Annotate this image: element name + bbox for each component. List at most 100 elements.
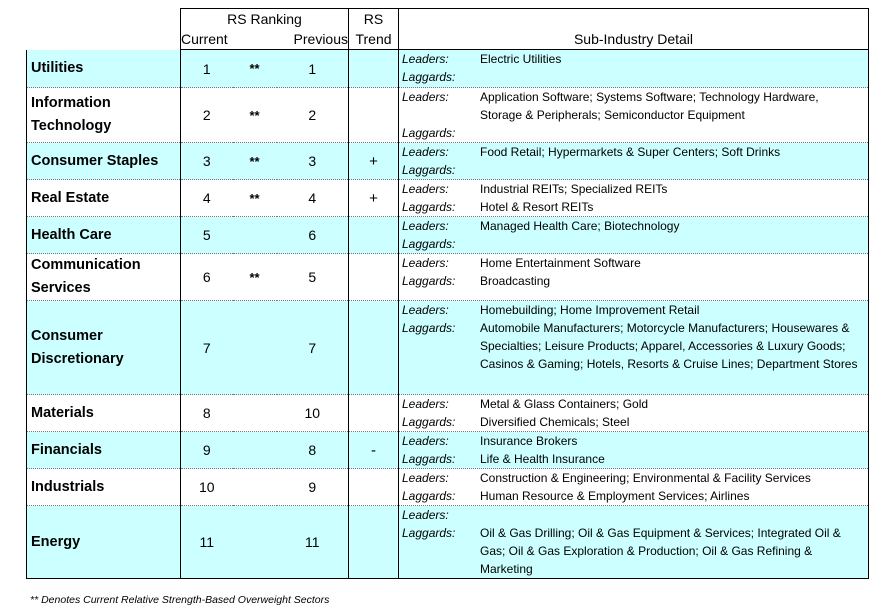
header-sub-blank xyxy=(398,8,869,29)
header-previous: Previous xyxy=(276,29,349,50)
header-rs-ranking: RS Ranking xyxy=(180,8,349,29)
laggards-text: Human Resource & Employment Services; Ai… xyxy=(480,489,750,503)
current-rank: 9 xyxy=(180,431,233,469)
sector-name: Financials xyxy=(26,431,181,469)
leaders-label: Leaders: xyxy=(402,256,449,270)
laggards-label: Laggards: xyxy=(402,321,456,335)
rs-trend xyxy=(348,505,399,579)
leaders-label: Leaders: xyxy=(402,303,449,317)
previous-rank: 5 xyxy=(276,253,349,301)
previous-rank: 1 xyxy=(276,49,349,88)
current-rank: 10 xyxy=(180,468,233,506)
laggards-text: Diversified Chemicals; Steel xyxy=(480,415,630,429)
table-row: Industrials 10 9 Leaders: Construction & Eng… xyxy=(26,468,869,506)
leaders-label: Leaders: xyxy=(402,508,449,522)
overweight-marker: ** xyxy=(232,253,277,301)
leaders-text: Metal & Glass Containers; Gold xyxy=(480,397,649,411)
leaders-text: Homebuilding; Home Improvement Retail xyxy=(480,303,700,317)
rs-trend xyxy=(348,216,399,254)
laggards-text: Hotel & Resort REITs xyxy=(480,200,594,214)
leaders-text: Insurance Brokers xyxy=(480,434,578,448)
laggards-text: Broadcasting xyxy=(480,274,551,288)
header-blank xyxy=(26,8,181,29)
laggards-line: Laggards: xyxy=(399,68,868,86)
table-row: Financials 9 8- Leaders: Insurance Brokers La… xyxy=(26,431,869,469)
current-rank: 8 xyxy=(180,394,233,432)
sub-industry-detail: Leaders: Managed Health Care; Biotechnolo… xyxy=(398,216,869,254)
sector-name: Information Technology xyxy=(26,87,181,143)
rs-trend xyxy=(348,87,399,143)
header-trend: Trend xyxy=(348,29,399,50)
header-current: Current xyxy=(180,29,277,50)
table-row: Materials 8 10 Leaders: Metal & Glass Contai… xyxy=(26,394,869,432)
current-rank: 7 xyxy=(180,300,233,395)
leaders-text xyxy=(480,506,868,524)
rs-trend xyxy=(348,300,399,395)
overweight-marker xyxy=(232,394,277,432)
overweight-marker: ** xyxy=(232,49,277,88)
current-rank: 6 xyxy=(180,253,233,301)
current-rank: 5 xyxy=(180,216,233,254)
leaders-text: Food Retail; Hypermarkets & Super Center… xyxy=(480,145,781,159)
laggards-line: Laggards: Automobile Manufacturers; Motor… xyxy=(399,319,868,373)
laggards-line: Laggards: xyxy=(399,161,868,179)
laggards-text xyxy=(480,124,868,142)
laggards-line: Laggards: Life & Health Insurance xyxy=(399,450,868,468)
previous-rank: 11 xyxy=(276,505,349,579)
laggards-text: Life & Health Insurance xyxy=(480,452,605,466)
laggards-label: Laggards: xyxy=(402,70,456,84)
rs-trend xyxy=(348,394,399,432)
leaders-line: Leaders: Food Retail; Hypermarkets & Supe… xyxy=(399,143,868,161)
leaders-label: Leaders: xyxy=(402,182,449,196)
overweight-marker xyxy=(232,431,277,469)
leaders-text: Electric Utilities xyxy=(480,52,562,66)
laggards-label: Laggards: xyxy=(402,126,456,140)
laggards-label: Laggards: xyxy=(402,526,456,540)
current-rank: 11 xyxy=(180,505,233,579)
leaders-label: Leaders: xyxy=(402,90,449,104)
previous-rank: 7 xyxy=(276,300,349,395)
overweight-marker xyxy=(232,505,277,579)
rs-trend xyxy=(348,468,399,506)
header-sub-industry: Sub-Industry Detail xyxy=(398,29,869,50)
laggards-line: Laggards: xyxy=(399,124,868,142)
leaders-line: Leaders: Electric Utilities xyxy=(399,50,868,68)
laggards-text xyxy=(480,235,868,253)
sector-name: Consumer Staples xyxy=(26,142,181,180)
leaders-label: Leaders: xyxy=(402,434,449,448)
laggards-label: Laggards: xyxy=(402,415,456,429)
sector-name: Consumer Discretionary xyxy=(26,300,181,395)
current-rank: 2 xyxy=(180,87,233,143)
laggards-label: Laggards: xyxy=(402,489,456,503)
leaders-text: Managed Health Care; Biotechnology xyxy=(480,219,680,233)
rs-trend xyxy=(348,49,399,88)
leaders-line: Leaders: Construction & Engineering; Envi… xyxy=(399,469,868,487)
previous-rank: 10 xyxy=(276,394,349,432)
header-row-2: Current Previous Trend Sub-Industry Deta… xyxy=(26,29,869,50)
leaders-line: Leaders: Metal & Glass Containers; Gold xyxy=(399,395,868,413)
laggards-line: Laggards: Broadcasting xyxy=(399,272,868,290)
sector-name: Health Care xyxy=(26,216,181,254)
table-body: Utilities 1 ** 1 Leaders: Electric Utilities L… xyxy=(26,49,869,579)
laggards-label: Laggards: xyxy=(402,163,456,177)
leaders-text: Home Entertainment Software xyxy=(480,256,641,270)
sub-industry-detail: Leaders: Food Retail; Hypermarkets & Supe… xyxy=(398,142,869,180)
table-row: Real Estate 4 ** 4 + Leaders: Industrial REITs… xyxy=(26,179,869,217)
sub-industry-detail: Leaders: Metal & Glass Containers; Gold La… xyxy=(398,394,869,432)
sector-name: Energy xyxy=(26,505,181,579)
laggards-line: Laggards: Hotel & Resort REITs xyxy=(399,198,868,216)
rs-trend: + xyxy=(348,142,399,180)
leaders-line: Leaders: Home Entertainment Software xyxy=(399,254,868,272)
leaders-text: Application Software; Systems Software; … xyxy=(480,90,819,122)
leaders-label: Leaders: xyxy=(402,219,449,233)
overweight-marker: ** xyxy=(232,179,277,217)
sector-name: Communication Services xyxy=(26,253,181,301)
leaders-line: Leaders: Homebuilding; Home Improvement R… xyxy=(399,301,868,319)
sub-industry-detail: Leaders: Electric Utilities Laggards: xyxy=(398,49,869,88)
header-rs: RS xyxy=(348,8,399,29)
current-rank: 4 xyxy=(180,179,233,217)
previous-rank: 6 xyxy=(276,216,349,254)
leaders-line: Leaders: Industrial REITs; Specialized RE… xyxy=(399,180,868,198)
leaders-text: Construction & Engineering; Environmenta… xyxy=(480,471,811,485)
laggards-line: Laggards: Oil & Gas Drilling; Oil & Gas E… xyxy=(399,524,868,578)
